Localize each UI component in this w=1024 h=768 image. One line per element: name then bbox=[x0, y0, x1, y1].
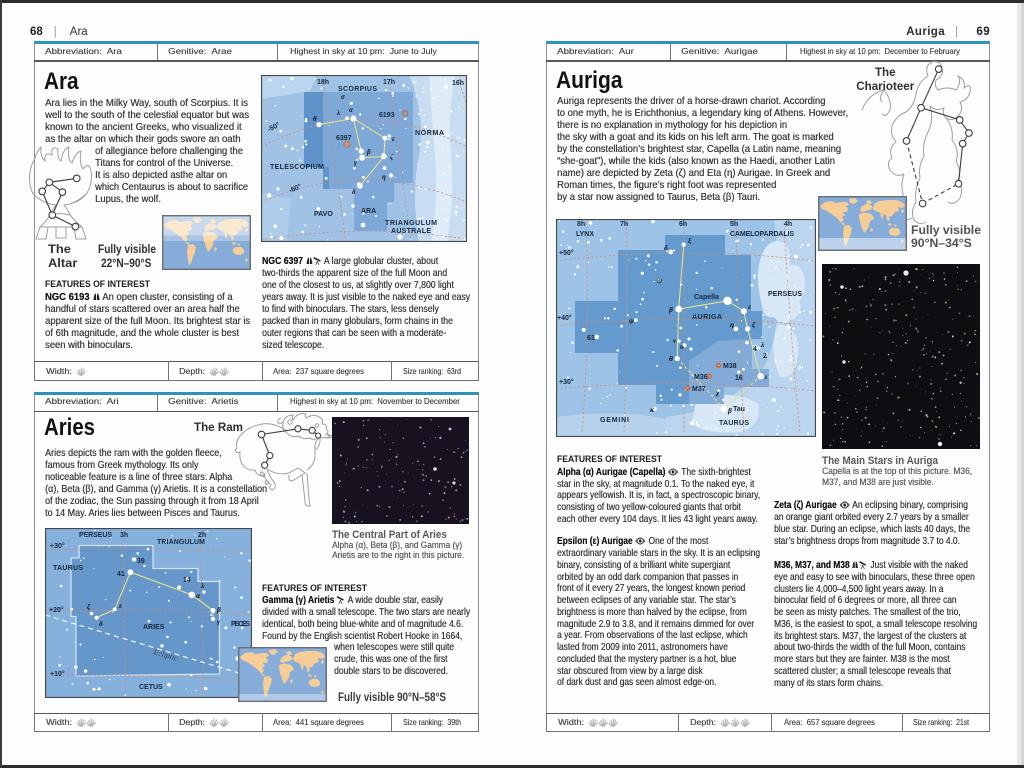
svg-text:λ: λ bbox=[200, 581, 205, 590]
svg-text:κ: κ bbox=[650, 405, 655, 414]
svg-text:3h: 3h bbox=[120, 532, 128, 539]
svg-text:AURIGA: AURIGA bbox=[692, 314, 722, 321]
svg-text:β: β bbox=[727, 406, 732, 415]
svg-text:5h: 5h bbox=[730, 221, 738, 228]
svg-text:λ: λ bbox=[336, 109, 340, 117]
svg-text:63: 63 bbox=[587, 335, 595, 342]
svg-text:41: 41 bbox=[117, 571, 125, 578]
svg-text:χ: χ bbox=[715, 388, 720, 397]
svg-text:SCORPIUS: SCORPIUS bbox=[338, 86, 377, 93]
svg-text:ν: ν bbox=[673, 336, 677, 345]
svg-text:+40°: +40° bbox=[557, 314, 572, 322]
svg-text:ζ: ζ bbox=[752, 320, 756, 329]
svg-text:16: 16 bbox=[735, 375, 743, 382]
svg-text:CAMELOPARDALIS: CAMELOPARDALIS bbox=[730, 231, 794, 238]
svg-text:M37: M37 bbox=[692, 386, 706, 393]
svg-text:NORMA: NORMA bbox=[415, 130, 444, 137]
svg-text:TELESCOPIUM: TELESCOPIUM bbox=[270, 164, 324, 171]
svg-text:δ: δ bbox=[352, 188, 356, 196]
svg-text:18h: 18h bbox=[317, 79, 329, 86]
svg-text:Tau: Tau bbox=[733, 406, 745, 413]
svg-text:η: η bbox=[730, 320, 734, 329]
svg-text:γ: γ bbox=[217, 617, 221, 626]
svg-text:14: 14 bbox=[183, 577, 191, 584]
svg-text:η: η bbox=[382, 173, 386, 181]
svg-text:δ: δ bbox=[664, 243, 668, 252]
svg-text:M36: M36 bbox=[694, 374, 708, 381]
svg-text:TRIANGULUM: TRIANGULUM bbox=[157, 539, 205, 546]
svg-text:PISCES: PISCES bbox=[231, 621, 250, 628]
svg-text:LYNX: LYNX bbox=[576, 231, 594, 238]
svg-text:16h: 16h bbox=[452, 80, 464, 87]
svg-text:β: β bbox=[668, 305, 673, 314]
svg-text:σ: σ bbox=[341, 93, 345, 101]
svg-text:ε: ε bbox=[119, 601, 123, 610]
svg-text:4: 4 bbox=[753, 346, 757, 353]
svg-text:TAURUS: TAURUS bbox=[53, 565, 83, 572]
svg-text:GEMINI: GEMINI bbox=[600, 417, 629, 424]
svg-text:2h: 2h bbox=[198, 532, 206, 539]
svg-text:υ: υ bbox=[680, 342, 684, 351]
svg-text:+50°: +50° bbox=[559, 249, 574, 257]
svg-text:ψ: ψ bbox=[629, 316, 635, 325]
svg-text:γ: γ bbox=[354, 159, 357, 167]
svg-text:+20°: +20° bbox=[49, 606, 64, 614]
svg-text:ε: ε bbox=[392, 135, 395, 143]
svg-text:6397: 6397 bbox=[336, 135, 352, 142]
svg-text:β: β bbox=[366, 148, 371, 156]
svg-text:+10°: +10° bbox=[50, 670, 65, 678]
svg-text:M38: M38 bbox=[723, 363, 737, 370]
svg-text:λ: λ bbox=[760, 340, 765, 349]
svg-text:Capella: Capella bbox=[694, 294, 719, 301]
svg-text:α: α bbox=[349, 106, 353, 114]
svg-text:α: α bbox=[196, 591, 201, 600]
svg-text:ε: ε bbox=[748, 302, 752, 311]
svg-text:ARIES: ARIES bbox=[143, 624, 165, 631]
svg-text:ι: ι bbox=[765, 372, 767, 381]
svg-text:ξ: ξ bbox=[688, 236, 692, 245]
svg-text:PERSEUS: PERSEUS bbox=[768, 291, 802, 298]
svg-text:6193: 6193 bbox=[379, 112, 395, 119]
svg-text:6h: 6h bbox=[679, 221, 687, 228]
svg-text:8h: 8h bbox=[577, 221, 585, 228]
svg-text:θ: θ bbox=[669, 354, 673, 363]
svg-text:AUSTRALE: AUSTRALE bbox=[391, 228, 431, 235]
svg-text:δ: δ bbox=[99, 619, 103, 628]
svg-text:+30°: +30° bbox=[559, 378, 574, 386]
svg-text:2: 2 bbox=[763, 353, 767, 360]
svg-text:β: β bbox=[216, 605, 221, 614]
svg-text:+30°: +30° bbox=[50, 542, 65, 550]
svg-text:4h: 4h bbox=[784, 221, 792, 228]
svg-text:TAURUS: TAURUS bbox=[719, 420, 749, 427]
svg-text:ψ: ψ bbox=[657, 276, 663, 285]
svg-text:PAVO: PAVO bbox=[314, 211, 333, 218]
svg-text:39: 39 bbox=[137, 558, 145, 565]
svg-text:PERSEUS: PERSEUS bbox=[79, 532, 112, 539]
svg-text:TRIANGULUM: TRIANGULUM bbox=[385, 220, 437, 227]
svg-text:ζ: ζ bbox=[390, 153, 394, 161]
svg-text:17h: 17h bbox=[383, 79, 395, 86]
svg-text:ζ: ζ bbox=[87, 602, 91, 611]
svg-text:ARA: ARA bbox=[361, 208, 376, 215]
svg-text:CETUS: CETUS bbox=[139, 684, 163, 691]
svg-text:θ: θ bbox=[313, 115, 317, 123]
svg-text:7h: 7h bbox=[620, 221, 628, 228]
